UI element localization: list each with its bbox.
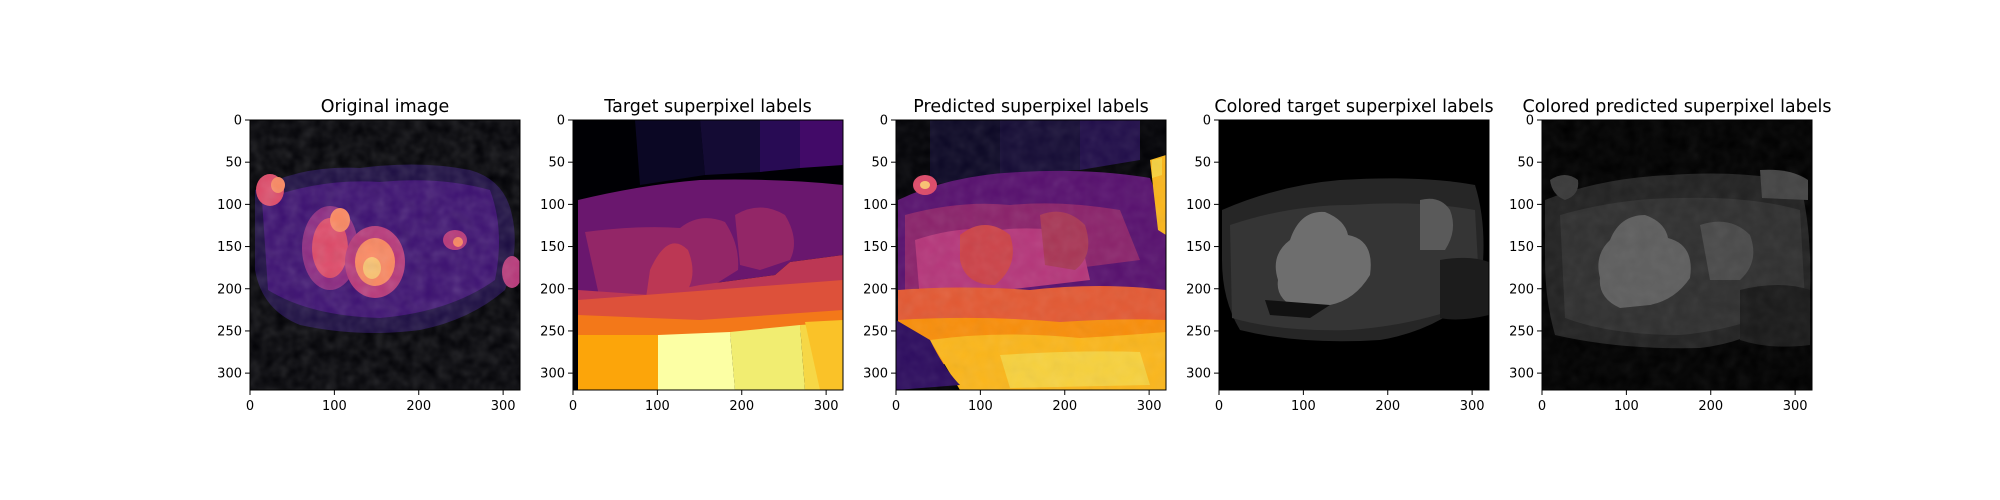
x-tick-label: 200: [1052, 399, 1077, 414]
y-tick-label: 250: [217, 324, 242, 339]
panel-original-image: Original image 0 100 200 300 0 50 100 150 200 25…: [217, 97, 521, 414]
y-tick-label: 200: [540, 282, 565, 297]
y-tick-label: 300: [1186, 367, 1211, 382]
x-tick-label: 0: [1538, 399, 1546, 414]
x-tick-label: 0: [569, 399, 577, 414]
x-tick-label: 300: [1460, 399, 1485, 414]
x-tick-label: 300: [1783, 399, 1808, 414]
y-tick-label: 100: [1509, 198, 1534, 213]
panel-title: Target superpixel labels: [603, 97, 811, 117]
y-tick-label: 150: [863, 240, 888, 255]
y-tick-label: 250: [1186, 324, 1211, 339]
y-axis: 0 50 100 150 200 250 300: [217, 114, 250, 382]
panel-title: Predicted superpixel labels: [913, 97, 1148, 117]
x-axis: 0 100 200 300: [246, 390, 516, 414]
y-tick-label: 150: [1186, 240, 1211, 255]
panel-predicted-superpixel-labels: Predicted superpixel labels 0 100 200 300 0…: [863, 97, 1167, 414]
y-tick-label: 0: [1203, 114, 1211, 129]
y-tick-label: 0: [1526, 114, 1534, 129]
x-tick-label: 100: [645, 399, 670, 414]
y-tick-label: 250: [1509, 324, 1534, 339]
x-axis: 0 100 200 300: [892, 390, 1162, 414]
x-axis: 0 100 200 300: [569, 390, 839, 414]
y-tick-label: 100: [1186, 198, 1211, 213]
x-tick-label: 100: [1614, 399, 1639, 414]
image-original: [250, 120, 520, 390]
panel-title: Colored predicted superpixel labels: [1522, 97, 1831, 117]
y-tick-label: 200: [863, 282, 888, 297]
panel-colored-target-superpixel-labels: Colored target superpixel labels 0 100 200…: [1186, 97, 1493, 414]
panel-title: Colored target superpixel labels: [1214, 97, 1493, 117]
x-tick-label: 0: [1215, 399, 1223, 414]
y-tick-label: 300: [217, 367, 242, 382]
x-tick-label: 200: [1698, 399, 1723, 414]
x-tick-label: 300: [814, 399, 839, 414]
image-colored-target: [1219, 120, 1489, 390]
x-tick-label: 300: [1137, 399, 1162, 414]
y-tick-label: 0: [557, 114, 565, 129]
y-axis: 0 50 100 150 200 250 300: [863, 114, 896, 382]
y-tick-label: 250: [863, 324, 888, 339]
y-tick-label: 300: [1509, 367, 1534, 382]
y-tick-label: 100: [540, 198, 565, 213]
panel-title: Original image: [321, 97, 450, 117]
x-axis: 0 100 200 300: [1538, 390, 1808, 414]
image-colored-predicted: [1542, 120, 1812, 390]
panel-target-superpixel-labels: Target superpixel labels 0 100 200 300 0 50 1…: [540, 97, 844, 414]
y-tick-label: 50: [1194, 156, 1211, 171]
image-target-labels: [573, 120, 843, 390]
x-axis: 0 100 200 300: [1215, 390, 1485, 414]
y-tick-label: 100: [217, 198, 242, 213]
x-tick-label: 200: [729, 399, 754, 414]
y-tick-label: 300: [863, 367, 888, 382]
y-tick-label: 50: [548, 156, 565, 171]
y-tick-label: 50: [871, 156, 888, 171]
x-tick-label: 100: [968, 399, 993, 414]
x-tick-label: 100: [322, 399, 347, 414]
y-tick-label: 150: [217, 240, 242, 255]
y-axis: 0 50 100 150 200 250 300: [1186, 114, 1219, 382]
y-axis: 0 50 100 150 200 250 300: [1509, 114, 1542, 382]
y-tick-label: 0: [234, 114, 242, 129]
y-tick-label: 200: [1509, 282, 1534, 297]
y-tick-label: 300: [540, 367, 565, 382]
y-tick-label: 150: [540, 240, 565, 255]
x-tick-label: 0: [246, 399, 254, 414]
panel-colored-predicted-superpixel-labels: Colored predicted superpixel labels 0 100…: [1509, 97, 1831, 414]
x-tick-label: 200: [406, 399, 431, 414]
y-tick-label: 100: [863, 198, 888, 213]
x-tick-label: 200: [1375, 399, 1400, 414]
y-tick-label: 150: [1509, 240, 1534, 255]
x-tick-label: 0: [892, 399, 900, 414]
y-tick-label: 50: [1517, 156, 1534, 171]
x-tick-label: 300: [491, 399, 516, 414]
y-axis: 0 50 100 150 200 250 300: [540, 114, 573, 382]
y-tick-label: 200: [217, 282, 242, 297]
x-tick-label: 100: [1291, 399, 1316, 414]
y-tick-label: 0: [880, 114, 888, 129]
y-tick-label: 200: [1186, 282, 1211, 297]
y-tick-label: 250: [540, 324, 565, 339]
image-predicted-labels: [896, 120, 1166, 390]
y-tick-label: 50: [225, 156, 242, 171]
